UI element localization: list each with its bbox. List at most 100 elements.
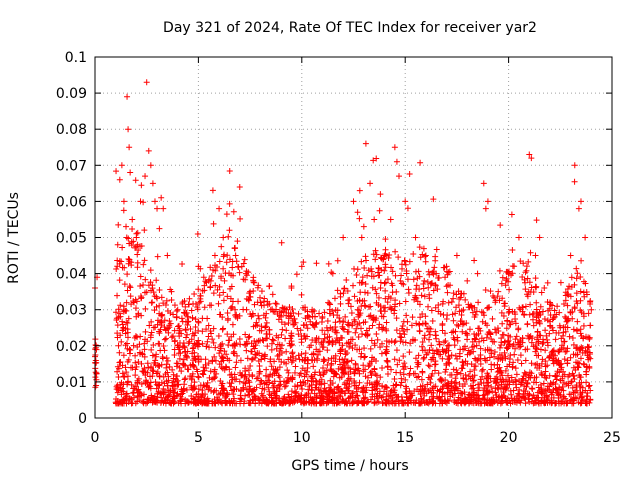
scatter-point (305, 386, 312, 393)
scatter-point (517, 352, 524, 359)
scatter-point (161, 347, 168, 354)
scatter-point (439, 346, 446, 353)
scatter-point (416, 327, 423, 334)
scatter-point (281, 321, 288, 328)
scatter-point (538, 289, 545, 296)
scatter-point (264, 343, 271, 350)
scatter-point (123, 369, 130, 376)
data-point (367, 180, 374, 187)
scatter-point (442, 377, 449, 384)
scatter-point (210, 389, 217, 396)
scatter-point (250, 388, 257, 395)
scatter-point (348, 357, 355, 364)
scatter-point (473, 357, 480, 364)
scatter-point (488, 384, 495, 391)
scatter-point (578, 257, 585, 264)
scatter-point (339, 325, 346, 332)
scatter-point (139, 368, 146, 375)
scatter-point (230, 272, 237, 279)
scatter-point (137, 293, 144, 300)
scatter-point (195, 337, 202, 344)
scatter-point (154, 393, 161, 400)
scatter-point (218, 353, 225, 360)
scatter-point (439, 322, 446, 329)
scatter-point (179, 261, 186, 268)
scatter-point (191, 349, 198, 356)
data-point (515, 234, 522, 241)
scatter-point (212, 344, 219, 351)
scatter-point (246, 290, 253, 297)
scatter-point (585, 356, 592, 363)
scatter-point (398, 280, 405, 287)
data-point (582, 234, 589, 241)
scatter-point (207, 327, 214, 334)
scatter-point (202, 356, 209, 363)
scatter-point (125, 315, 132, 322)
scatter-point (539, 308, 546, 315)
scatter-point (398, 272, 405, 279)
scatter-point (374, 380, 381, 387)
scatter-point (392, 338, 399, 345)
data-point (149, 180, 156, 187)
scatter-point (398, 334, 405, 341)
scatter-point (522, 279, 529, 286)
scatter-point (165, 377, 172, 384)
scatter-point (331, 389, 338, 396)
data-point (124, 93, 131, 100)
scatter-point (372, 386, 379, 393)
scatter-point (519, 376, 526, 383)
scatter-point (363, 257, 370, 264)
scatter-point (224, 331, 231, 338)
scatter-point (504, 317, 511, 324)
scatter-point (489, 315, 496, 322)
scatter-point (372, 247, 379, 254)
scatter-point (362, 394, 369, 401)
scatter-point (304, 360, 311, 367)
scatter-point (528, 284, 535, 291)
scatter-point (462, 296, 469, 303)
data-point (358, 234, 365, 241)
scatter-point (293, 392, 300, 399)
scatter-point (349, 345, 356, 352)
scatter-point (347, 303, 354, 310)
scatter-point (475, 381, 482, 388)
scatter-point (257, 397, 264, 404)
scatter-point (562, 348, 569, 355)
scatter-point (180, 356, 187, 363)
scatter-point (429, 385, 436, 392)
scatter-point (154, 369, 161, 376)
y-tick-label: 0.01 (56, 375, 87, 391)
scatter-point (513, 378, 520, 385)
scatter-point (424, 399, 431, 406)
scatter-point (526, 334, 533, 341)
scatter-point (465, 394, 472, 401)
scatter-point (149, 399, 156, 406)
scatter-point (468, 303, 475, 310)
scatter-point (440, 298, 447, 305)
scatter-point (471, 304, 478, 311)
scatter-point (410, 399, 417, 406)
scatter-point (512, 320, 519, 327)
scatter-point (344, 288, 351, 295)
scatter-point (248, 313, 255, 320)
x-axis-label: GPS time / hours (291, 458, 408, 474)
scatter-point (345, 297, 352, 304)
scatter-point (406, 349, 413, 356)
scatter-point (135, 393, 142, 400)
scatter-point (326, 338, 333, 345)
scatter-point (465, 304, 472, 311)
scatter-point (182, 327, 189, 334)
data-point (393, 158, 400, 165)
data-point (377, 191, 384, 198)
scatter-point (442, 274, 449, 281)
scatter-point (541, 284, 548, 291)
scatter-point (343, 385, 350, 392)
scatter-point (560, 387, 567, 394)
scatter-point (532, 275, 539, 282)
scatter-point (375, 294, 382, 301)
scatter-point (147, 334, 154, 341)
scatter-point (286, 304, 293, 311)
scatter-point (425, 400, 432, 407)
scatter-point (562, 297, 569, 304)
scatter-point (255, 396, 262, 403)
